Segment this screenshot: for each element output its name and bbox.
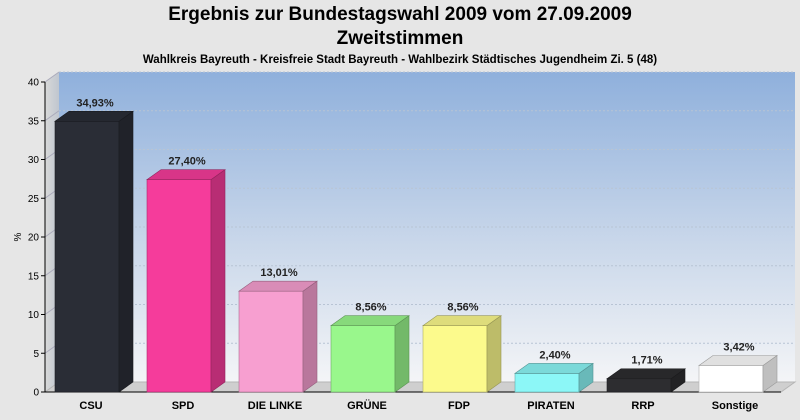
bar-top [698, 355, 778, 366]
category-label: Sonstige [712, 400, 758, 412]
bar-fdp [422, 315, 502, 393]
bar-side [394, 315, 410, 393]
y-tick-label: 30 [28, 155, 40, 166]
category-label: CSU [79, 400, 102, 412]
data-label: 8,56% [447, 302, 478, 314]
bar-top [54, 110, 134, 122]
data-label: 13,01% [260, 267, 298, 279]
bar-top [330, 315, 410, 326]
category-label: SPD [172, 400, 195, 412]
y-tick-label: 25 [28, 194, 40, 205]
category-label: PIRATEN [527, 400, 575, 412]
bar-csu [54, 110, 134, 393]
data-label: 8,56% [355, 302, 386, 314]
bar-front [698, 365, 764, 393]
y-tick-label: 40 [28, 78, 40, 89]
data-label: 2,40% [539, 349, 570, 361]
bar-side [486, 315, 502, 393]
y-axis-label: % [13, 232, 24, 241]
category-label: FDP [448, 400, 470, 412]
category-label: DIE LINKE [248, 400, 302, 412]
bar-front [606, 378, 672, 393]
bar-top [606, 368, 686, 380]
y-tick-label: 15 [28, 271, 40, 282]
bar-top [146, 169, 226, 180]
gridline-wall [44, 110, 60, 122]
data-label: 1,71% [631, 355, 662, 367]
data-label: 3,42% [723, 341, 754, 353]
y-tick-label: 5 [33, 349, 39, 360]
bar-top [422, 315, 502, 326]
bar-side [210, 169, 226, 393]
bar-front [238, 290, 304, 393]
y-tick-label: 20 [28, 233, 40, 244]
bar-piraten [514, 362, 594, 393]
y-tick-label: 0 [33, 388, 39, 399]
gridline-wall [44, 71, 60, 83]
bar-die-linke [238, 280, 318, 393]
chart-subtitle: Zweitstimmen [336, 28, 464, 49]
chart-description: Wahlkreis Bayreuth - Kreisfreie Stadt Ba… [142, 54, 658, 66]
bar-side [302, 280, 318, 393]
bar-front [146, 179, 212, 393]
chart-title: Ergebnis zur Bundestagswahl 2009 vom 27.… [168, 4, 632, 25]
bar-front [330, 325, 396, 393]
bar-front [54, 120, 120, 393]
category-label: GRÜNE [347, 399, 387, 412]
bar-front [514, 373, 580, 393]
bar-grüne [330, 315, 410, 393]
bar-side [118, 110, 134, 393]
data-label: 34,93% [76, 97, 114, 109]
bar-rrp [606, 368, 686, 393]
bar-sonstige [698, 354, 778, 393]
data-label: 27,40% [168, 156, 206, 168]
bar-top [238, 280, 318, 292]
bar-top [514, 363, 594, 374]
bar-spd [146, 169, 226, 393]
category-label: RRP [631, 400, 654, 412]
bar-front [422, 325, 488, 393]
y-tick-label: 10 [28, 310, 40, 321]
y-tick-label: 35 [28, 116, 40, 127]
